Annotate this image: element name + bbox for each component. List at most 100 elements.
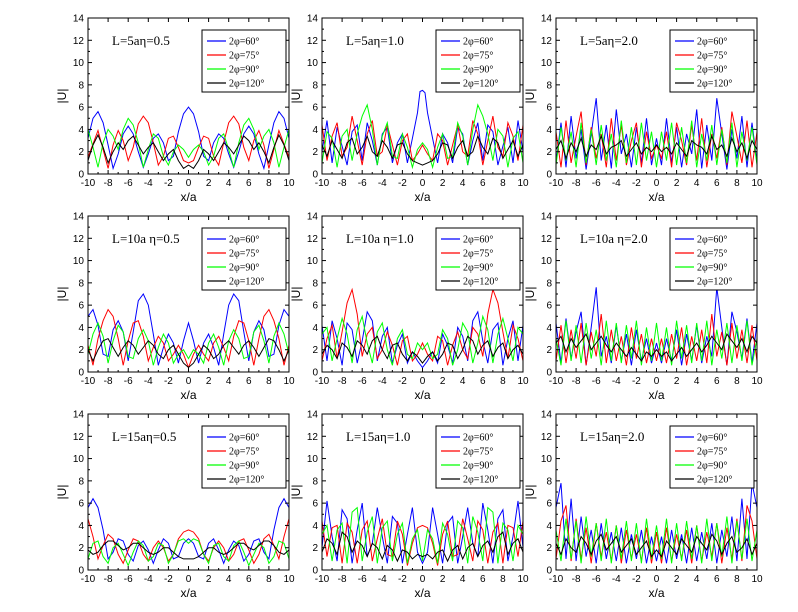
x-tick-label: 0 xyxy=(654,574,660,585)
x-axis-label: x/a xyxy=(648,586,664,600)
y-tick-label: 8 xyxy=(312,476,318,487)
y-tick-label: 0 xyxy=(312,566,318,577)
series-line-2 xyxy=(322,287,523,366)
legend-label: 2φ=120° xyxy=(697,277,732,288)
x-tick-label: 6 xyxy=(246,574,252,585)
series-line-4 xyxy=(556,134,757,161)
y-axis-label: |U| xyxy=(55,89,69,104)
legend-label: 2φ=120° xyxy=(697,79,732,90)
legend-box xyxy=(669,29,755,93)
y-tick-label: 10 xyxy=(73,454,85,465)
series-group xyxy=(88,106,289,171)
y-tick-label: 6 xyxy=(78,103,84,114)
x-tick-label: -8 xyxy=(338,178,347,189)
legend-label: 2φ=75° xyxy=(697,51,727,62)
series-line-4 xyxy=(322,134,523,166)
x-tick-label: 0 xyxy=(420,574,426,585)
y-tick-label: 10 xyxy=(541,256,553,267)
x-tick-label: -6 xyxy=(124,178,133,189)
y-tick-label: 8 xyxy=(546,278,552,289)
x-tick-label: 2 xyxy=(440,178,446,189)
x-tick-label: -10 xyxy=(315,178,330,189)
legend-label: 2φ=60° xyxy=(229,37,259,48)
legend-label: 2φ=90° xyxy=(697,263,727,274)
legend-label: 2φ=90° xyxy=(463,65,493,76)
x-tick-label: -2 xyxy=(632,178,641,189)
legend-label: 2φ=75° xyxy=(697,447,727,458)
x-tick-label: 10 xyxy=(517,178,529,189)
x-tick-label: -2 xyxy=(164,574,173,585)
y-tick-label: 6 xyxy=(78,301,84,312)
legend-label: 2φ=90° xyxy=(697,461,727,472)
y-tick-label: 4 xyxy=(546,125,552,136)
series-line-3 xyxy=(322,506,523,564)
x-tick-label: 8 xyxy=(266,376,272,387)
x-tick-label: 6 xyxy=(480,376,486,387)
y-tick-label: 0 xyxy=(78,566,84,577)
legend: 2φ=60° 2φ=75° 2φ=90° 2φ=120° xyxy=(201,425,287,489)
legend-box xyxy=(669,227,755,291)
series-line-4 xyxy=(88,337,289,369)
series-line-3 xyxy=(88,117,289,168)
legend-label: 2φ=120° xyxy=(229,277,264,288)
series-line-4 xyxy=(556,533,757,558)
x-tick-label: -4 xyxy=(144,376,153,387)
y-tick-label: 0 xyxy=(546,368,552,379)
y-tick-label: 14 xyxy=(73,212,85,223)
legend: 2φ=60° 2φ=75° 2φ=90° 2φ=120° xyxy=(669,29,755,93)
x-tick-label: -10 xyxy=(81,574,96,585)
x-tick-label: -10 xyxy=(315,574,330,585)
panel-9: -10 -8 -6 -4 -2 0 2 4 6 8 10 0 2 4 6 8 10 12 14 x/a |U| L=15a… xyxy=(523,410,763,601)
panel-7: -10 -8 -6 -4 -2 0 2 4 6 8 10 0 2 4 6 8 10 12 14 x/a |U| L=15a… xyxy=(55,410,295,601)
y-axis-label: |U| xyxy=(523,89,537,104)
x-tick-label: -6 xyxy=(592,178,601,189)
x-tick-label: -8 xyxy=(104,574,113,585)
y-tick-label: 10 xyxy=(307,256,319,267)
x-tick-label: 6 xyxy=(714,376,720,387)
legend-label: 2φ=60° xyxy=(463,235,493,246)
panel-title: L=10a η=2.0 xyxy=(580,231,648,246)
legend: 2φ=60° 2φ=75° 2φ=90° 2φ=120° xyxy=(201,29,287,93)
x-tick-label: -4 xyxy=(378,178,387,189)
series-line-4 xyxy=(322,335,523,364)
x-tick-label: 10 xyxy=(283,574,295,585)
panel-5: -10 -8 -6 -4 -2 0 2 4 6 8 10 0 2 4 6 8 10 12 14 x/a |U| L=10a… xyxy=(289,212,529,403)
x-tick-label: -8 xyxy=(338,574,347,585)
x-tick-label: -10 xyxy=(549,178,564,189)
legend-label: 2φ=120° xyxy=(229,79,264,90)
y-tick-label: 8 xyxy=(312,278,318,289)
y-tick-label: 6 xyxy=(546,103,552,114)
y-tick-label: 14 xyxy=(541,410,553,421)
x-tick-label: 4 xyxy=(226,178,232,189)
x-tick-label: 6 xyxy=(480,574,486,585)
y-tick-label: 0 xyxy=(78,170,84,181)
x-tick-label: 2 xyxy=(206,376,212,387)
y-tick-label: 0 xyxy=(78,368,84,379)
y-tick-label: 10 xyxy=(541,454,553,465)
series-line-4 xyxy=(322,531,523,563)
series-line-3 xyxy=(556,120,757,168)
y-tick-label: 12 xyxy=(541,432,553,443)
x-axis-label: x/a xyxy=(414,388,430,402)
x-tick-label: 0 xyxy=(186,574,192,585)
x-tick-label: -4 xyxy=(612,574,621,585)
panel-title: L=10a η=0.5 xyxy=(112,231,180,246)
x-tick-label: -8 xyxy=(104,376,113,387)
legend-label: 2φ=90° xyxy=(463,461,493,472)
legend-label: 2φ=90° xyxy=(229,461,259,472)
x-tick-label: -4 xyxy=(144,178,153,189)
series-line-1 xyxy=(88,293,289,366)
panel-title: L=5aη=2.0 xyxy=(580,33,638,48)
x-tick-label: -2 xyxy=(164,376,173,387)
y-tick-label: 10 xyxy=(307,454,319,465)
x-tick-label: -6 xyxy=(124,376,133,387)
legend-label: 2φ=60° xyxy=(697,37,727,48)
series-group xyxy=(88,497,289,567)
legend-label: 2φ=120° xyxy=(229,475,264,486)
legend-label: 2φ=90° xyxy=(697,65,727,76)
series-group xyxy=(556,98,757,170)
legend: 2φ=60° 2φ=75° 2φ=90° 2φ=120° xyxy=(669,425,755,489)
x-tick-label: -10 xyxy=(81,376,96,387)
y-tick-label: 4 xyxy=(78,323,84,334)
